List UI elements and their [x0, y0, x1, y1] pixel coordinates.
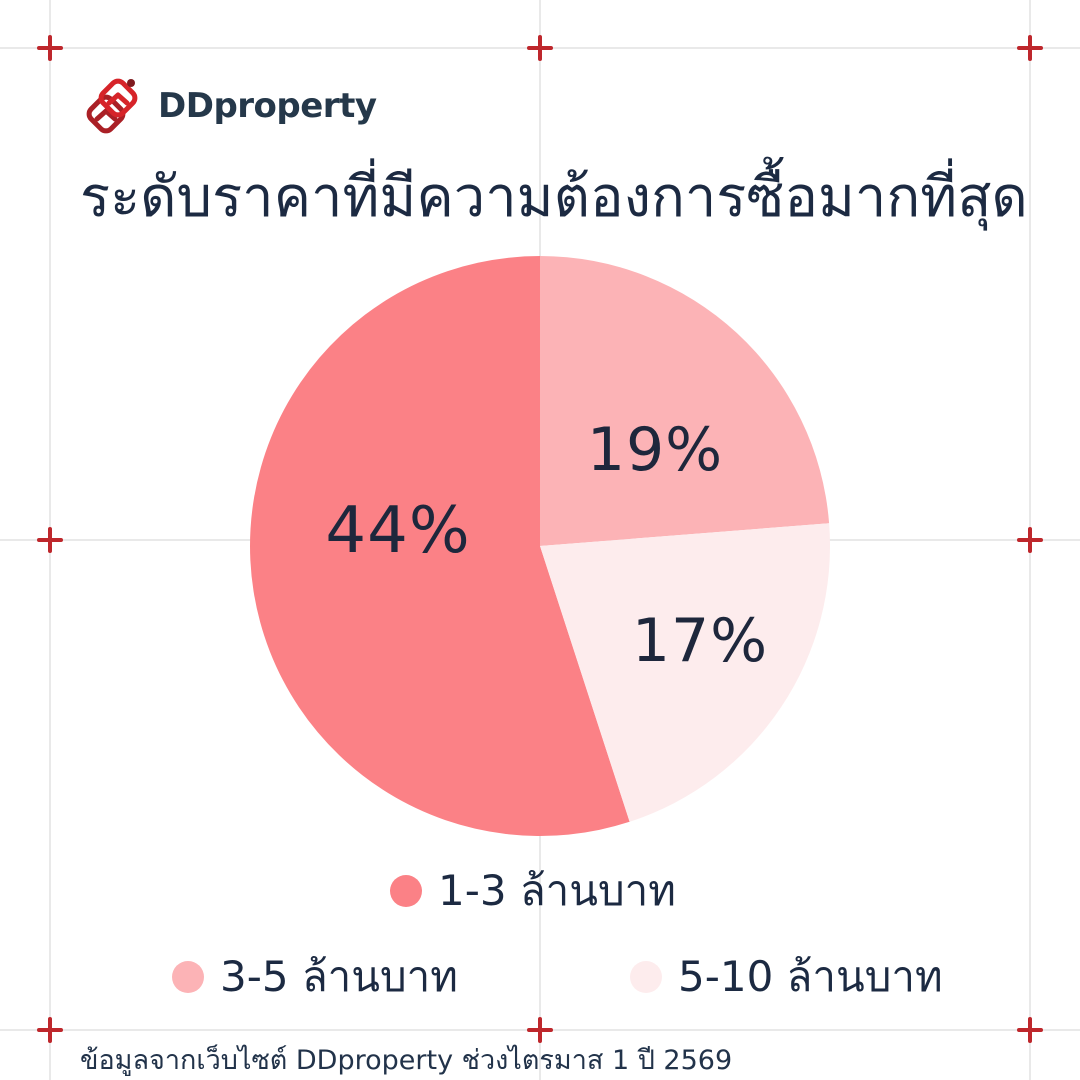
pie-label-1-3: 44% — [325, 494, 471, 568]
legend-dot-light-pink — [630, 961, 662, 993]
legend-dot-pink — [172, 961, 204, 993]
legend-item-3-5: 3-5 ล้านบาท — [172, 944, 458, 1010]
pie-label-3-5: 19% — [586, 415, 724, 485]
crop-mark-icon — [37, 527, 63, 553]
pie-chart — [250, 256, 831, 836]
crop-mark-icon — [1017, 1017, 1043, 1043]
ddproperty-logo-icon — [80, 74, 144, 138]
pie-slice-2 — [540, 523, 831, 822]
source-note: ข้อมูลจากเว็บไซต์ DDproperty ช่วงไตรมาส … — [80, 1045, 733, 1076]
legend-dot-coral — [390, 875, 422, 907]
legend-item-5-10: 5-10 ล้านบาท — [630, 944, 943, 1010]
legend-label: 1-3 ล้านบาท — [438, 866, 676, 915]
crop-mark-icon — [527, 1017, 553, 1043]
crop-mark-icon — [37, 35, 63, 61]
pie-slice-0 — [250, 256, 630, 836]
pie-svg — [250, 256, 831, 836]
pie-label-5-10: 17% — [631, 606, 769, 676]
crop-mark-icon — [1017, 527, 1043, 553]
crop-mark-icon — [37, 1017, 63, 1043]
legend-label: 5-10 ล้านบาท — [678, 952, 943, 1001]
pie-slice-1 — [540, 256, 830, 546]
legend-item-1-3: 1-3 ล้านบาท — [390, 858, 676, 924]
brand-name: DDproperty — [158, 86, 377, 126]
brand-header: DDproperty — [80, 74, 377, 138]
page-title: ระดับราคาที่มีความต้องการซื้อมากที่สุด — [80, 165, 1028, 230]
crop-mark-icon — [527, 35, 553, 61]
legend-label: 3-5 ล้านบาท — [220, 952, 458, 1001]
crop-mark-icon — [1017, 35, 1043, 61]
